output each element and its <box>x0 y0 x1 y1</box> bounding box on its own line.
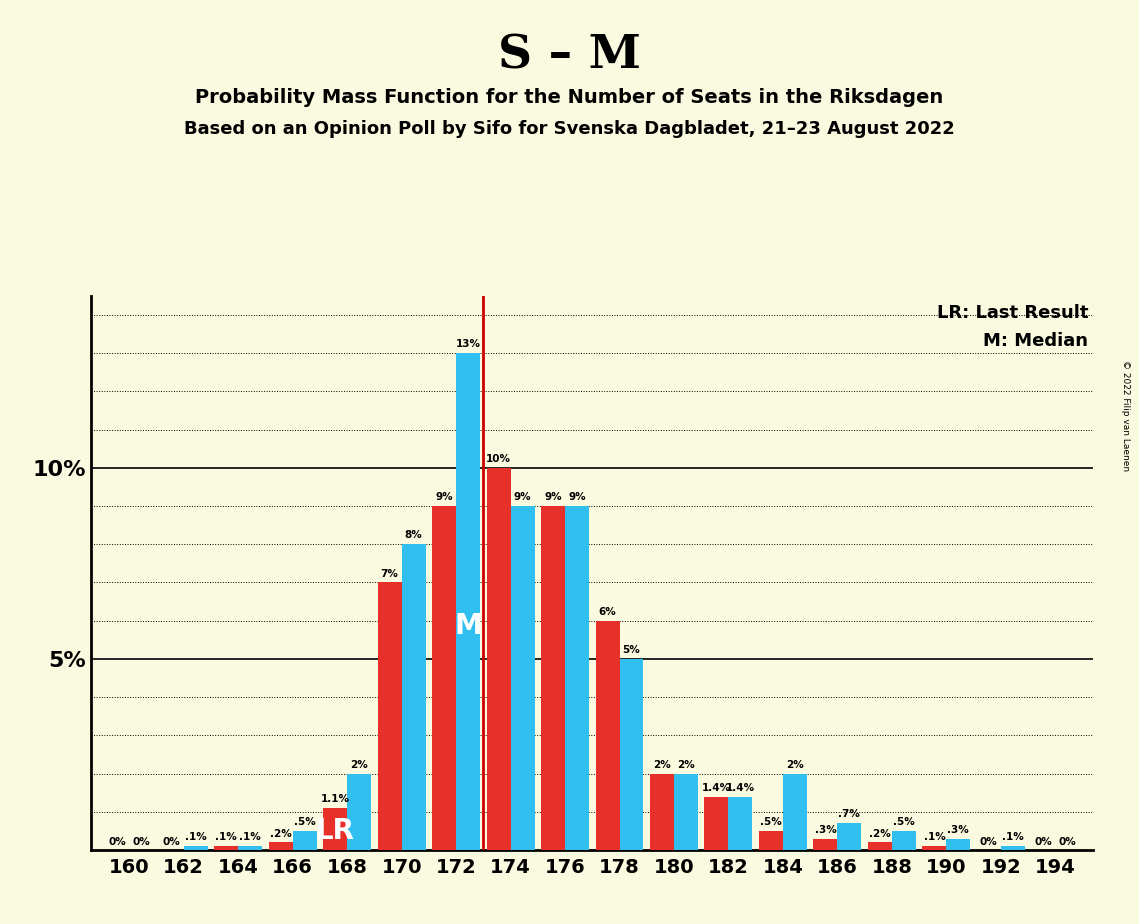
Bar <box>868 843 892 850</box>
Bar <box>238 846 262 850</box>
Text: .2%: .2% <box>869 829 891 839</box>
Bar <box>541 506 565 850</box>
Text: Probability Mass Function for the Number of Seats in the Riksdagen: Probability Mass Function for the Number… <box>196 88 943 107</box>
Text: 0%: 0% <box>980 837 998 847</box>
Text: 1.1%: 1.1% <box>321 795 350 804</box>
Text: 6%: 6% <box>599 607 616 617</box>
Text: 13%: 13% <box>456 339 481 349</box>
Text: 9%: 9% <box>435 492 453 502</box>
Text: 0%: 0% <box>1034 837 1052 847</box>
Text: S – M: S – M <box>498 32 641 79</box>
Text: .1%: .1% <box>185 833 206 843</box>
Text: 2%: 2% <box>677 760 695 770</box>
Bar <box>565 506 589 850</box>
Text: 7%: 7% <box>380 568 399 578</box>
Text: 1.4%: 1.4% <box>726 783 755 793</box>
Text: 9%: 9% <box>544 492 562 502</box>
Bar <box>674 773 698 850</box>
Bar <box>620 659 644 850</box>
Bar <box>596 621 620 850</box>
Text: Based on an Opinion Poll by Sifo for Svenska Dagbladet, 21–23 August 2022: Based on an Opinion Poll by Sifo for Sve… <box>185 120 954 138</box>
Text: 1.4%: 1.4% <box>702 783 731 793</box>
Text: LR: LR <box>316 817 354 845</box>
Text: 10%: 10% <box>486 454 511 464</box>
Text: 9%: 9% <box>514 492 532 502</box>
Text: .1%: .1% <box>924 833 945 843</box>
Bar <box>214 846 238 850</box>
Text: 8%: 8% <box>404 530 423 541</box>
Text: M: Median: M: Median <box>983 332 1089 349</box>
Text: 0%: 0% <box>108 837 126 847</box>
Bar <box>183 846 207 850</box>
Text: .5%: .5% <box>893 817 915 827</box>
Text: 2%: 2% <box>786 760 804 770</box>
Bar <box>347 773 371 850</box>
Bar <box>650 773 674 850</box>
Text: .5%: .5% <box>294 817 316 827</box>
Bar <box>837 823 861 850</box>
Bar <box>705 796 729 850</box>
Bar <box>378 582 402 850</box>
Bar <box>813 839 837 850</box>
Text: .1%: .1% <box>239 833 261 843</box>
Bar <box>402 544 426 850</box>
Bar <box>293 831 317 850</box>
Bar <box>1001 846 1025 850</box>
Text: .7%: .7% <box>838 809 860 820</box>
Bar <box>923 846 947 850</box>
Bar <box>269 843 293 850</box>
Bar <box>323 808 347 850</box>
Text: .1%: .1% <box>1002 833 1024 843</box>
Text: 0%: 0% <box>1058 837 1076 847</box>
Bar <box>456 353 480 850</box>
Text: .3%: .3% <box>814 825 836 834</box>
Text: .2%: .2% <box>270 829 292 839</box>
Bar <box>510 506 534 850</box>
Bar <box>486 468 510 850</box>
Text: 5%: 5% <box>623 645 640 655</box>
Bar <box>782 773 806 850</box>
Text: 9%: 9% <box>568 492 585 502</box>
Text: 2%: 2% <box>351 760 368 770</box>
Text: LR: Last Result: LR: Last Result <box>937 304 1089 322</box>
Bar <box>729 796 753 850</box>
Bar <box>759 831 782 850</box>
Text: .1%: .1% <box>215 833 237 843</box>
Bar <box>892 831 916 850</box>
Bar <box>432 506 456 850</box>
Text: © 2022 Filip van Laenen: © 2022 Filip van Laenen <box>1121 360 1130 471</box>
Text: .5%: .5% <box>760 817 781 827</box>
Text: 0%: 0% <box>132 837 150 847</box>
Text: 0%: 0% <box>163 837 181 847</box>
Bar <box>947 839 970 850</box>
Text: 2%: 2% <box>653 760 671 770</box>
Text: .3%: .3% <box>948 825 969 834</box>
Text: M: M <box>454 613 482 640</box>
